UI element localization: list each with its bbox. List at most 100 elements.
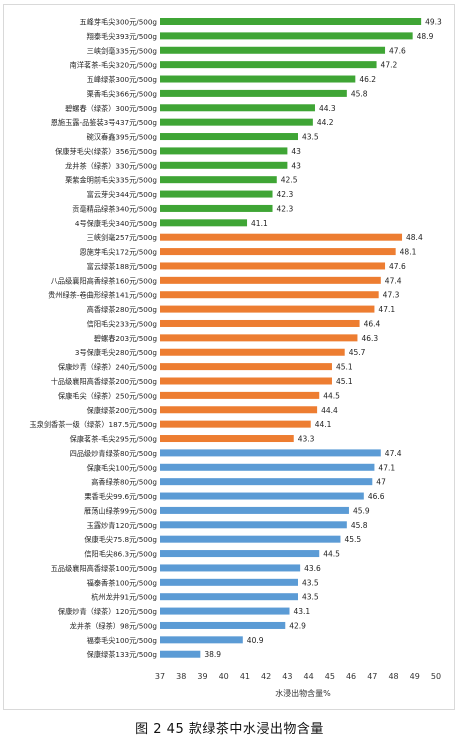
category-label: 保康毛尖100元/500g bbox=[87, 463, 157, 472]
data-label: 47.6 bbox=[389, 46, 406, 55]
category-label: 福泰毛尖100元/500g bbox=[87, 636, 157, 645]
data-label: 44.5 bbox=[323, 391, 340, 400]
data-label: 45.8 bbox=[351, 521, 368, 530]
bar bbox=[160, 291, 379, 299]
data-label: 45.1 bbox=[336, 363, 353, 372]
x-tick-label: 41 bbox=[240, 672, 250, 681]
bar bbox=[160, 478, 373, 486]
category-label: 保康绿茶200元/500g bbox=[87, 406, 157, 415]
bar bbox=[160, 449, 381, 457]
data-label: 44.2 bbox=[317, 118, 334, 127]
bar bbox=[160, 506, 349, 514]
x-tick-label: 50 bbox=[431, 672, 441, 681]
x-tick-label: 45 bbox=[325, 672, 335, 681]
category-label: 栗香毛尖99.6元/500g bbox=[84, 492, 157, 501]
bar bbox=[160, 593, 298, 601]
bar bbox=[160, 262, 386, 270]
data-label: 44.3 bbox=[319, 104, 336, 113]
category-label: 富云绿茶188元/500g bbox=[87, 262, 157, 271]
data-label: 44.4 bbox=[321, 406, 338, 415]
data-label: 42.3 bbox=[277, 204, 294, 213]
bar bbox=[160, 147, 288, 155]
x-axis-title: 水浸出物含量% bbox=[275, 688, 331, 698]
bar bbox=[160, 564, 301, 572]
bar bbox=[160, 305, 375, 313]
category-label: 保康绿茶133元/500g bbox=[87, 650, 157, 659]
x-tick-label: 47 bbox=[367, 672, 377, 681]
category-label: 翔泰毛尖393元/500g bbox=[87, 32, 157, 41]
category-label: 碧螺春（绿茶）300元/500g bbox=[65, 104, 157, 113]
data-label: 45.8 bbox=[351, 89, 368, 98]
data-label: 43.1 bbox=[294, 607, 311, 616]
data-label: 46.6 bbox=[368, 492, 385, 501]
category-label: 南洋茗茶-毛尖320元/500g bbox=[70, 61, 157, 70]
category-label: 福泰香茶100元/500g bbox=[87, 578, 157, 587]
data-label: 43.6 bbox=[304, 564, 321, 573]
data-label: 43.3 bbox=[298, 435, 315, 444]
bar bbox=[160, 204, 273, 212]
bar bbox=[160, 521, 347, 529]
bar bbox=[160, 89, 347, 97]
x-tick-label: 40 bbox=[219, 672, 229, 681]
data-label: 44.5 bbox=[323, 550, 340, 559]
data-label: 45.9 bbox=[353, 506, 370, 515]
category-label: 保康芽毛尖(绿茶）356元/500g bbox=[55, 147, 157, 156]
data-label: 47 bbox=[376, 478, 386, 487]
category-label: 栗紫金明前毛尖335元/500g bbox=[65, 176, 157, 185]
category-label: 五峰绿茶300元/500g bbox=[87, 75, 157, 84]
category-label: 保康炒青（绿茶）240元/500g bbox=[58, 363, 157, 372]
category-label: 杭州龙井91元/500g bbox=[91, 593, 157, 602]
data-label: 41.1 bbox=[251, 219, 268, 228]
bar bbox=[160, 650, 201, 658]
x-tick-label: 39 bbox=[197, 672, 207, 681]
category-label: 三峡剑毫335元/500g bbox=[87, 46, 157, 55]
data-label: 47.2 bbox=[381, 61, 398, 70]
x-tick-label: 37 bbox=[155, 672, 165, 681]
data-label: 43.5 bbox=[302, 578, 319, 587]
bar bbox=[160, 176, 277, 184]
category-label: 栗香毛尖366元/500g bbox=[87, 89, 157, 98]
bar bbox=[160, 233, 403, 241]
bar bbox=[160, 32, 413, 40]
bar bbox=[160, 550, 320, 558]
category-label: 四品级炒青绿茶80元/500g bbox=[70, 449, 157, 458]
bar bbox=[160, 463, 375, 471]
data-label: 48.4 bbox=[406, 233, 423, 242]
data-label: 40.9 bbox=[247, 636, 264, 645]
bar bbox=[160, 492, 364, 500]
category-label: 高香绿茶280元/500g bbox=[87, 305, 157, 314]
data-label: 45.1 bbox=[336, 377, 353, 386]
figure-caption: 图 2 45 款绿茶中水浸出物含量 bbox=[135, 722, 324, 737]
data-label: 44.1 bbox=[315, 420, 332, 429]
category-label: 十品级襄阳高香绿茶200元/500g bbox=[51, 377, 157, 386]
data-label: 49.3 bbox=[425, 18, 442, 27]
data-label: 47.4 bbox=[385, 449, 402, 458]
x-tick-label: 42 bbox=[261, 672, 271, 681]
data-label: 48.1 bbox=[400, 248, 417, 257]
category-label: 信阳毛尖86.3元/500g bbox=[84, 550, 157, 559]
bar bbox=[160, 276, 381, 284]
category-label: 高香绿茶80元/500g bbox=[91, 478, 157, 487]
bar bbox=[160, 75, 356, 83]
category-label: 玉露炒青120元/500g bbox=[87, 521, 157, 530]
bar bbox=[160, 161, 288, 169]
x-tick-label: 44 bbox=[304, 672, 314, 681]
bar bbox=[160, 420, 311, 428]
data-label: 46.4 bbox=[364, 319, 381, 328]
data-label: 46.2 bbox=[359, 75, 376, 84]
category-label: 恩施玉露-品鉴装3号437元/500g bbox=[51, 118, 157, 127]
data-label: 42.3 bbox=[277, 190, 294, 199]
bar bbox=[160, 363, 332, 371]
bar bbox=[160, 190, 273, 198]
category-label: 八品级襄阳高香绿茶160元/500g bbox=[51, 276, 157, 285]
bar bbox=[160, 61, 377, 69]
x-tick-label: 43 bbox=[282, 672, 292, 681]
data-label: 42.9 bbox=[289, 621, 306, 630]
bar bbox=[160, 248, 396, 256]
category-label: 雁荡山绿茶99元/500g bbox=[84, 506, 157, 515]
data-label: 47.1 bbox=[378, 463, 395, 472]
bar bbox=[160, 621, 286, 629]
bar bbox=[160, 46, 386, 54]
x-tick-label: 48 bbox=[388, 672, 398, 681]
bar-chart: 五峰芽毛尖300元/500g 49.3 翔泰毛尖393元/500g 48.9 三峡剑毫3… bbox=[29, 18, 442, 699]
